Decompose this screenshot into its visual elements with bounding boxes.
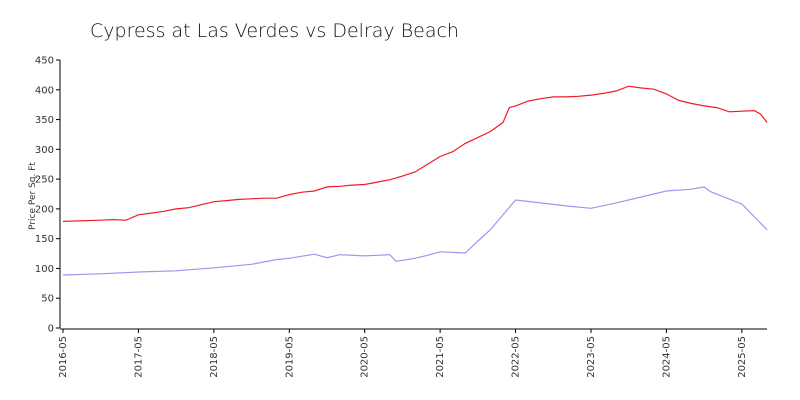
- x-tick-label: 2017-05: [133, 336, 144, 378]
- x-tick-label: 2020-05: [360, 336, 371, 378]
- series-line: [62, 186, 768, 276]
- y-tick-label: 100: [35, 264, 54, 275]
- x-tick-label: 2023-05: [586, 336, 597, 378]
- x-tick-label: 2022-05: [511, 336, 522, 378]
- y-tick-label: 150: [35, 234, 54, 245]
- x-tick-label: 2024-05: [661, 336, 672, 378]
- y-tick-label: 250: [35, 175, 54, 186]
- y-tick-label: 200: [35, 204, 54, 215]
- y-tick-label: 400: [35, 85, 54, 96]
- y-axis-label: Price Per Sq. Ft: [28, 162, 38, 230]
- x-tick-label: 2018-05: [209, 336, 220, 378]
- x-tick-label: 2019-05: [284, 336, 295, 378]
- y-tick-label: 450: [35, 56, 54, 67]
- x-tick-label: 2021-05: [435, 336, 446, 378]
- series-line: [62, 85, 768, 222]
- y-tick-label: 0: [48, 324, 54, 335]
- chart-title: Cypress at Las Verdes vs Delray Beach: [90, 20, 459, 42]
- x-tick-label: 2025-05: [737, 336, 748, 378]
- y-tick-label: 300: [35, 145, 54, 156]
- y-tick-label: 50: [41, 294, 54, 305]
- x-tick-label: 2016-05: [58, 336, 69, 378]
- y-tick-label: 350: [35, 115, 54, 126]
